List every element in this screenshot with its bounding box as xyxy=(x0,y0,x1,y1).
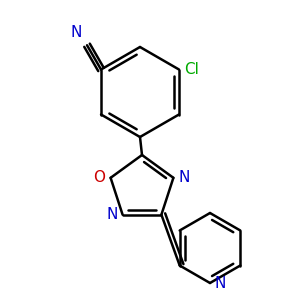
Text: O: O xyxy=(94,170,106,185)
Text: N: N xyxy=(71,25,82,40)
Text: N: N xyxy=(106,207,118,222)
Text: N: N xyxy=(178,170,190,185)
Text: N: N xyxy=(214,275,225,290)
Text: Cl: Cl xyxy=(184,62,199,77)
